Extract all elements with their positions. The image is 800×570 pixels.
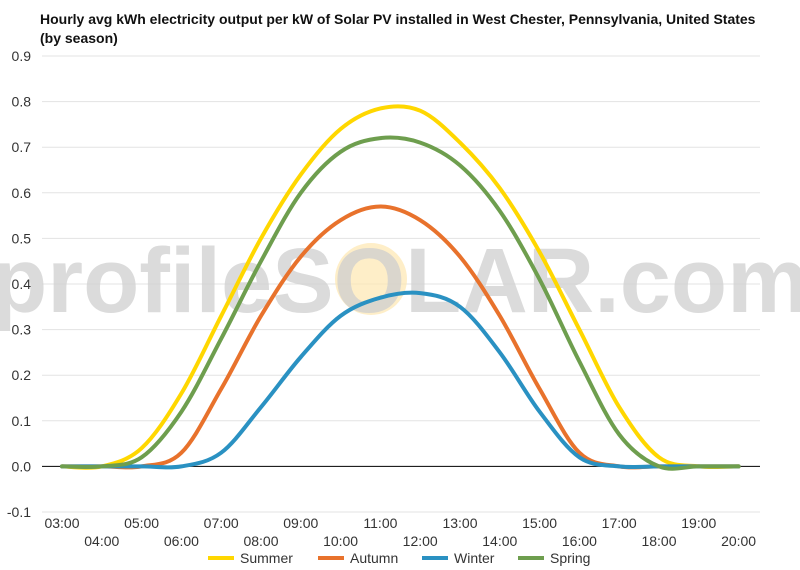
x-tick-label: 13:00 [442, 515, 477, 531]
x-tick-label: 07:00 [204, 515, 239, 531]
x-tick-label: 15:00 [522, 515, 557, 531]
watermark-text: profileSOLAR.com [0, 230, 800, 332]
y-tick-label: 0.5 [12, 230, 32, 246]
x-tick-label: 10:00 [323, 533, 358, 549]
x-tick-label: 19:00 [681, 515, 716, 531]
y-tick-label: 0.0 [12, 458, 32, 474]
y-tick-label: 0.3 [12, 322, 32, 338]
series-line-spring [60, 135, 741, 471]
legend-item-spring[interactable]: Spring [518, 550, 590, 566]
legend: Summer Autumn Winter Spring [208, 550, 590, 566]
y-tick-label: -0.1 [7, 504, 31, 520]
x-tick-label: 03:00 [44, 515, 79, 531]
y-tick-label: 0.7 [12, 139, 32, 155]
series-lines [60, 104, 741, 471]
x-tick-label: 14:00 [482, 533, 517, 549]
y-tick-label: 0.9 [12, 48, 32, 64]
x-tick-label: 18:00 [641, 533, 676, 549]
chart-title: Hourly avg kWh electricity output per kW… [40, 11, 756, 46]
y-tick-label: 0.1 [12, 413, 32, 429]
y-axis-ticks: -0.1 0.0 0.1 0.2 0.3 0.4 0.5 0.6 0.7 0.8 0.9 [7, 48, 31, 520]
y-tick-label: 0.6 [12, 185, 32, 201]
series-line-winter [60, 290, 741, 470]
x-tick-label: 08:00 [243, 533, 278, 549]
legend-item-autumn[interactable]: Autumn [318, 550, 398, 566]
series-line-summer [60, 104, 741, 470]
x-tick-label: 16:00 [562, 533, 597, 549]
x-tick-label: 11:00 [363, 515, 397, 531]
legend-label: Summer [240, 550, 293, 566]
x-tick-label: 20:00 [721, 533, 756, 549]
legend-item-winter[interactable]: Winter [422, 550, 495, 566]
legend-item-summer[interactable]: Summer [208, 550, 293, 566]
legend-label: Winter [454, 550, 495, 566]
x-tick-label: 09:00 [283, 515, 318, 531]
y-tick-label: 0.4 [12, 276, 32, 292]
watermark: profileSOLAR.com [0, 230, 800, 332]
y-tick-label: 0.2 [12, 367, 32, 383]
x-tick-label: 17:00 [602, 515, 637, 531]
y-tick-label: 0.8 [12, 94, 32, 110]
x-tick-label: 05:00 [124, 515, 159, 531]
x-tick-label: 06:00 [164, 533, 199, 549]
legend-label: Spring [550, 550, 590, 566]
legend-label: Autumn [350, 550, 398, 566]
x-tick-label: 12:00 [403, 533, 438, 549]
x-tick-label: 04:00 [84, 533, 119, 549]
